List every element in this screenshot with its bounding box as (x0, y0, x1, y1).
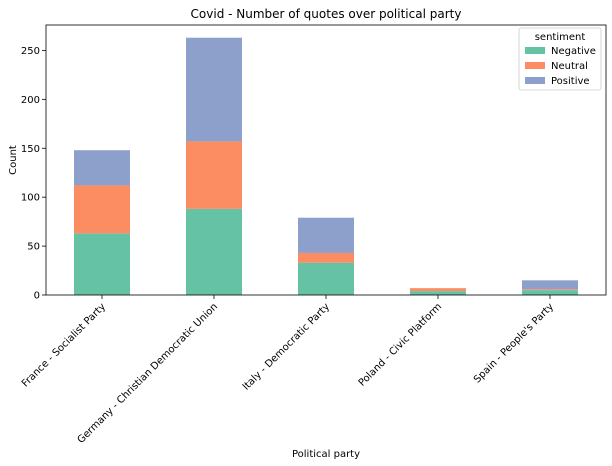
bar-neutral-3 (410, 288, 466, 292)
legend-label-negative: Negative (551, 46, 596, 57)
bar-negative-1 (186, 208, 242, 295)
bar-neutral-1 (186, 141, 242, 209)
x-tick-label: France - Socialist Party (20, 301, 108, 389)
x-tick-label: Italy - Democratic Party (241, 301, 332, 392)
legend-label-neutral: Neutral (551, 61, 588, 72)
bar-negative-2 (298, 262, 354, 295)
y-axis: 0 50 100 150 200 250 (21, 46, 46, 302)
chart-title: Covid - Number of quotes over political … (191, 7, 462, 21)
bars-group (74, 37, 578, 295)
y-tick-label: 0 (34, 291, 40, 302)
y-tick-label: 150 (21, 144, 40, 155)
x-axis-label: Political party (292, 449, 360, 460)
y-tick-label: 50 (27, 242, 40, 253)
legend-label-positive: Positive (551, 76, 590, 87)
bar-positive-0 (74, 150, 130, 186)
x-tick-label: Germany - Christian Democratic Union (76, 301, 221, 446)
legend-title: sentiment (535, 32, 586, 43)
legend-swatch-positive (525, 77, 545, 84)
legend-swatch-negative (525, 47, 545, 54)
bar-negative-4 (522, 290, 578, 295)
legend-swatch-neutral (525, 62, 545, 69)
legend: sentiment Negative Neutral Positive (518, 27, 602, 91)
y-tick-label: 200 (21, 95, 40, 106)
bar-neutral-4 (522, 289, 578, 291)
bar-negative-0 (74, 233, 130, 295)
x-tick-label: Poland - Civic Platform (357, 301, 444, 388)
y-tick-label: 250 (21, 46, 40, 57)
bar-neutral-0 (74, 185, 130, 234)
x-tick-label: Spain - People's Party (472, 301, 556, 385)
y-axis-label: Count (8, 145, 19, 175)
legend-box (518, 27, 602, 91)
bar-neutral-2 (298, 252, 354, 263)
bar-positive-1 (186, 37, 242, 142)
bar-negative-3 (410, 291, 466, 295)
bar-positive-4 (522, 280, 578, 290)
y-tick-label: 100 (21, 193, 40, 204)
bar-positive-2 (298, 217, 354, 253)
